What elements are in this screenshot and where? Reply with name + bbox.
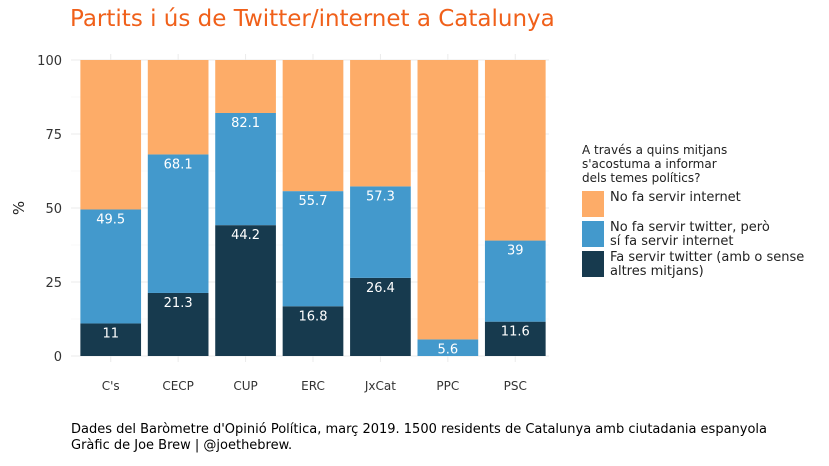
bar-segment (350, 186, 411, 278)
bar-segment (282, 306, 344, 356)
data-label: 82.1 (231, 116, 260, 131)
legend: A través a quins mitjans s'acostuma a in… (582, 143, 820, 281)
data-label: 26.4 (366, 281, 395, 296)
bar-segment (282, 60, 344, 192)
chart-title: Partits i ús de Twitter/internet a Catal… (70, 6, 555, 32)
y-tick-label: 25 (45, 276, 62, 291)
bar-segment (147, 154, 209, 293)
legend-swatch (582, 191, 604, 217)
y-axis-label: % (10, 201, 28, 215)
x-tick-label: ERC (301, 379, 325, 393)
x-tick-label: JxCat (364, 379, 396, 393)
bar-segment (282, 191, 344, 307)
data-label: 49.5 (96, 212, 125, 227)
bar-segment (350, 277, 411, 356)
legend-label: No fa servir twitter, però sí fa servir … (610, 220, 770, 249)
bar-segment (484, 240, 546, 322)
bar-segment (484, 321, 546, 356)
bar-segment (147, 292, 209, 356)
bar-segment (80, 60, 142, 210)
bar-segment (417, 60, 479, 340)
bar-segment (147, 60, 209, 155)
x-tick-label: PPC (436, 379, 459, 393)
data-label: 11.6 (501, 325, 530, 340)
data-label: 21.3 (164, 296, 193, 311)
caption-source: Dades del Baròmetre d'Opinió Política, m… (71, 422, 768, 437)
x-tick-label: CUP (233, 379, 257, 393)
bar-segment (80, 323, 142, 356)
legend-title: A través a quins mitjans s'acostuma a in… (582, 143, 728, 185)
bar-segment (215, 60, 276, 113)
caption-credit: Gràfic de Joe Brew | @joethebrew. (71, 438, 293, 453)
x-tick-label: CECP (162, 379, 194, 393)
bar-segment (350, 60, 411, 187)
data-label: 39 (507, 244, 524, 259)
x-tick-label: C's (102, 379, 120, 393)
legend-swatch (582, 221, 604, 247)
data-label: 68.1 (164, 157, 193, 172)
legend-label: No fa servir internet (610, 190, 741, 205)
legend-item-no-internet: No fa servir internet (582, 191, 820, 218)
data-label: 11 (102, 326, 119, 341)
data-label: 57.3 (366, 189, 395, 204)
data-label: 16.8 (299, 309, 328, 324)
legend-label: Fa servir twitter (amb o sense altres mi… (610, 250, 805, 279)
bar-segment (215, 225, 276, 356)
caption: Dades del Baròmetre d'Opinió Política, m… (71, 422, 767, 454)
data-label: 5.6 (438, 342, 459, 357)
y-tick-label: 0 (54, 350, 62, 365)
data-label: 55.7 (299, 194, 328, 209)
x-tick-label: PSC (504, 379, 527, 393)
bar-segment (417, 339, 479, 356)
y-tick-label: 50 (45, 202, 62, 217)
bar-segment (215, 112, 276, 226)
legend-swatch (582, 251, 604, 277)
y-tick-label: 100 (37, 54, 62, 69)
legend-item-twitter: Fa servir twitter (amb o sense altres mi… (582, 250, 820, 279)
bar-segment (484, 60, 546, 241)
legend-item-internet-no-twitter: No fa servir twitter, però sí fa servir … (582, 220, 820, 249)
bar-segment (80, 209, 142, 324)
y-tick-label: 75 (45, 128, 62, 143)
data-label: 44.2 (231, 228, 260, 243)
